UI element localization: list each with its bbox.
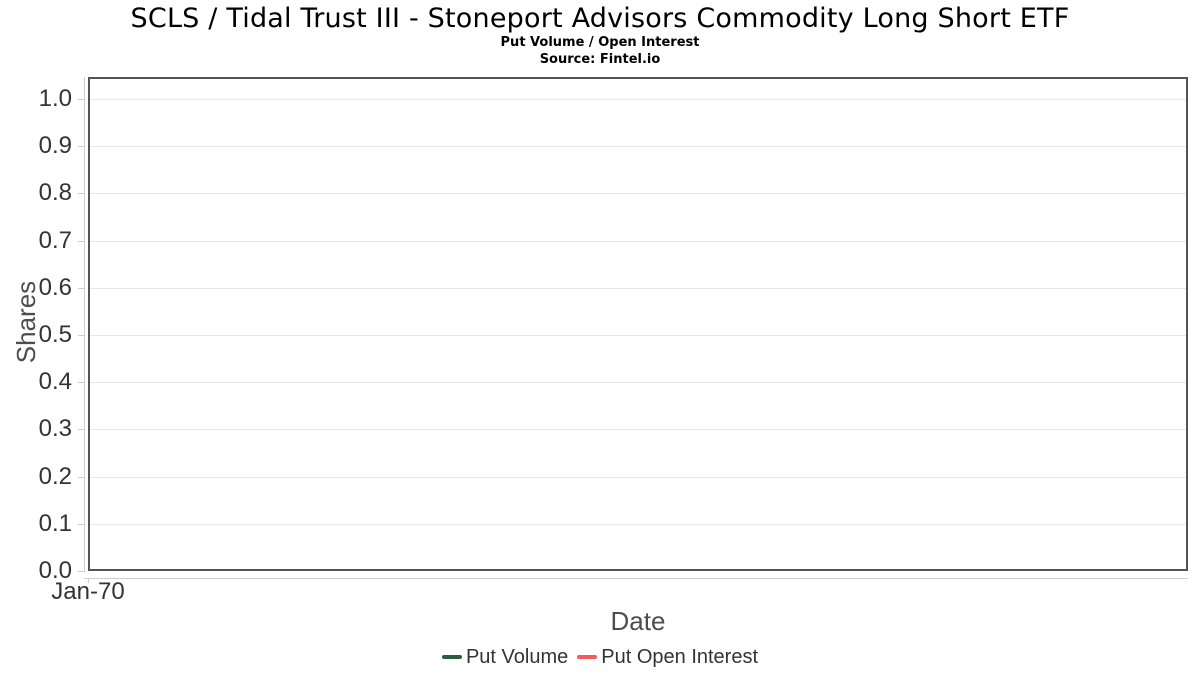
- legend-line-marker-icon: [441, 655, 462, 659]
- y-tick-label: 0.3: [38, 415, 72, 442]
- x-axis-title: Date: [610, 606, 666, 636]
- y-tick-mark: [78, 335, 85, 336]
- y-tick-mark: [78, 193, 85, 194]
- y-gridline: [90, 382, 1186, 383]
- y-tick-label: 0.7: [38, 227, 72, 254]
- legend: Put Volume Put Open Interest: [0, 645, 1200, 669]
- y-tick-label: 0.0: [38, 557, 72, 584]
- legend-label: Put Open Interest: [601, 646, 759, 668]
- y-tick-mark: [78, 429, 85, 430]
- chart-subtitle: Put Volume / Open Interest: [500, 35, 700, 50]
- y-tick-mark: [78, 571, 85, 572]
- y-gridline: [90, 241, 1186, 242]
- y-tick-label: 0.2: [38, 463, 72, 490]
- y-tick-mark: [78, 524, 85, 525]
- y-tick-mark: [78, 382, 85, 383]
- y-tick-mark: [78, 146, 85, 147]
- plot-area: [88, 77, 1188, 571]
- legend-label: Put Volume: [465, 646, 569, 668]
- y-axis-line: [84, 77, 85, 571]
- legend-line-marker-icon: [577, 655, 598, 659]
- x-axis-line: [84, 578, 1188, 579]
- chart-source: Source: Fintel.io: [539, 52, 661, 67]
- y-tick-label: 0.5: [38, 321, 72, 348]
- y-gridline: [90, 99, 1186, 100]
- legend-item[interactable]: Put Open Interest: [577, 645, 758, 669]
- chart-title: SCLS / Tidal Trust III - Stoneport Advis…: [130, 3, 1070, 34]
- legend-item[interactable]: Put Volume: [441, 645, 569, 669]
- y-tick-label: 0.6: [38, 274, 72, 301]
- y-gridline: [90, 288, 1186, 289]
- y-gridline: [90, 146, 1186, 147]
- y-tick-mark: [78, 241, 85, 242]
- x-tick-mark: [88, 578, 89, 583]
- y-gridline: [90, 335, 1186, 336]
- y-gridline: [90, 477, 1186, 478]
- y-gridline: [90, 524, 1186, 525]
- y-gridline: [90, 429, 1186, 430]
- y-tick-label: 0.9: [38, 132, 72, 159]
- y-tick-label: 0.4: [38, 368, 72, 395]
- y-tick-mark: [78, 477, 85, 478]
- y-tick-mark: [78, 288, 85, 289]
- x-tick-label: Jan-70: [51, 578, 125, 605]
- y-tick-label: 0.8: [38, 179, 72, 206]
- y-tick-label: 1.0: [38, 85, 72, 112]
- y-gridline: [90, 193, 1186, 194]
- y-tick-mark: [78, 99, 85, 100]
- y-tick-label: 0.1: [38, 510, 72, 537]
